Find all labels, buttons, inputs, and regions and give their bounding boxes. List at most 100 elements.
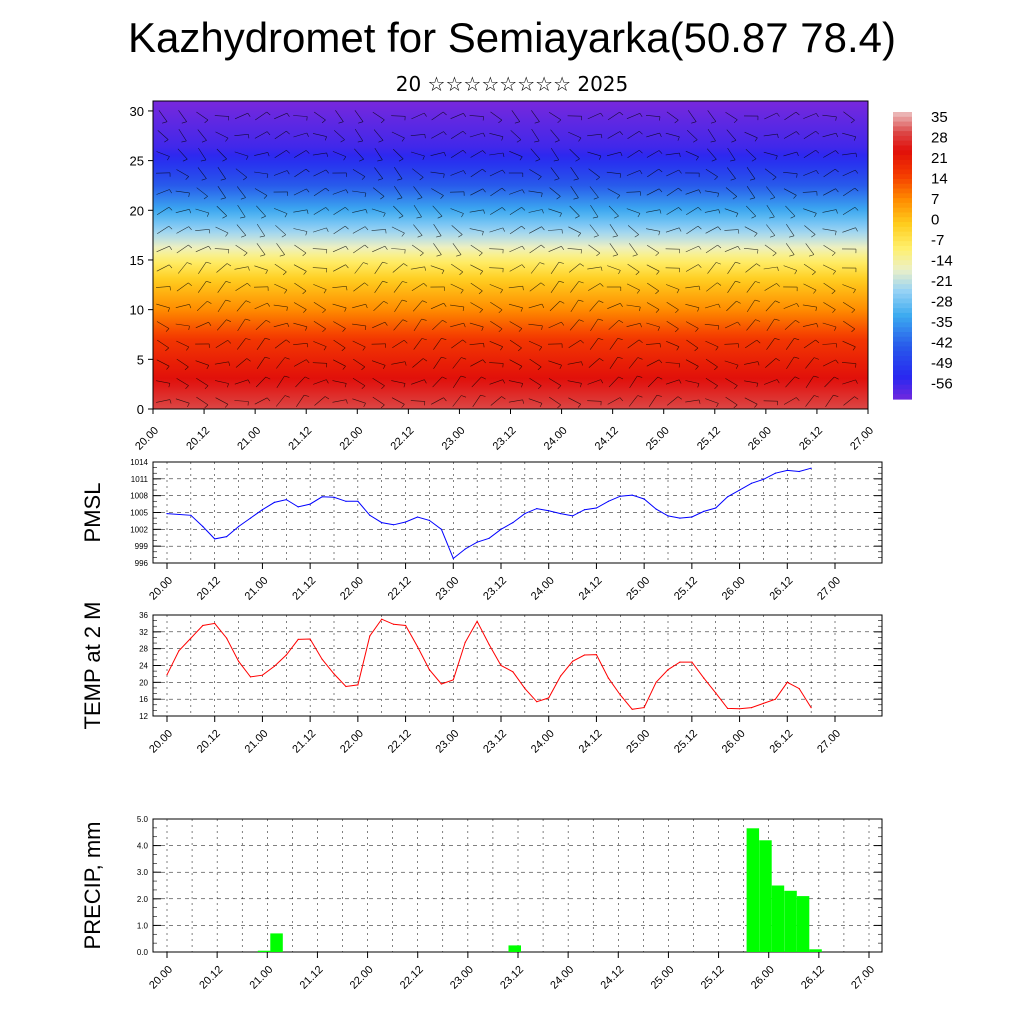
wind-barb	[785, 243, 795, 255]
wind-barb	[176, 169, 189, 177]
colorbar-label: -21	[931, 273, 953, 290]
wind-barb	[273, 322, 288, 328]
temp-x-tick-label: 24.12	[577, 728, 605, 756]
wind-barb-feather	[852, 346, 856, 351]
wind-barb	[332, 286, 347, 288]
wind-barb	[824, 376, 835, 388]
wind-barb-feather	[812, 271, 816, 276]
pmsl-point	[321, 496, 323, 498]
wind-barb	[529, 378, 542, 386]
colorbar-segment	[893, 284, 912, 290]
wind-barb	[665, 379, 680, 385]
wind-barb	[509, 207, 522, 215]
pmsl-y-tick-label: 1008	[130, 492, 148, 501]
wind-barb-feather	[247, 379, 251, 384]
wind-barb	[470, 168, 483, 178]
wind-barb	[744, 361, 758, 365]
wind-barb	[550, 147, 560, 161]
wind-barb-feather	[698, 286, 701, 291]
wind-barb	[529, 226, 542, 234]
wind-barb	[822, 322, 837, 328]
wind-barb-feather	[794, 270, 798, 275]
wind-barb	[842, 169, 856, 177]
temp-y-tick-label: 20	[139, 678, 148, 687]
wind-barb-feather	[481, 376, 486, 380]
wind-barb	[254, 131, 268, 139]
wind-barb-feather	[554, 178, 560, 181]
wind-barb	[236, 224, 247, 236]
wind-barb	[411, 244, 424, 254]
wind-barb-feather	[303, 309, 307, 313]
heatmap-x-tick-label: 27.00	[848, 425, 876, 453]
wind-barb-feather	[344, 307, 347, 312]
precip-y-tick-label: 5.0	[137, 815, 149, 824]
wind-barb-feather	[636, 289, 640, 294]
wind-barb	[234, 112, 248, 120]
heatmap-x-tick-label: 26.00	[746, 425, 774, 453]
wind-barb	[607, 265, 621, 271]
wind-barb	[528, 190, 543, 194]
precip-y-tick-label: 1.0	[137, 921, 149, 930]
wind-barb-feather	[306, 132, 309, 137]
wind-barb-feather	[714, 366, 718, 371]
temp-point	[357, 684, 359, 686]
wind-barb-feather	[718, 303, 721, 308]
pmsl-x-tick-label: 22.00	[338, 575, 366, 603]
wind-barb-feather	[521, 225, 526, 230]
wind-barb	[530, 262, 540, 274]
wind-barb	[197, 167, 207, 179]
pmsl-point	[357, 500, 359, 502]
wind-barb-feather	[539, 346, 543, 351]
wind-barb-feather	[220, 197, 226, 200]
colorbar-label: 14	[931, 171, 948, 188]
heatmap-y-tick-label: 15	[130, 253, 144, 268]
wind-barb	[705, 303, 719, 309]
wind-barb	[273, 304, 288, 308]
precip-y-axis-title: PRECIP, mm	[80, 822, 105, 950]
pmsl-point	[691, 516, 693, 518]
wind-barb	[589, 224, 599, 236]
wind-barb-feather	[286, 130, 290, 135]
wind-barb-feather	[776, 283, 780, 287]
pmsl-point	[369, 514, 371, 516]
wind-barb-feather	[716, 403, 719, 408]
wind-barb-feather	[286, 170, 290, 175]
wind-barb	[570, 281, 580, 293]
wind-barb-feather	[437, 215, 443, 219]
temp-point	[405, 624, 407, 627]
wind-barb-feather	[208, 322, 212, 326]
precip-bar	[796, 896, 810, 952]
wind-barb	[567, 361, 582, 365]
temp-point	[703, 677, 705, 679]
wind-barb-feather	[853, 136, 857, 141]
pmsl-x-tick-label: 27.00	[815, 575, 843, 603]
wind-barb	[529, 244, 542, 254]
wind-barb-feather	[345, 246, 349, 250]
wind-barb-feather	[597, 318, 604, 321]
wind-barb	[783, 131, 797, 139]
pmsl-x-tick-label: 25.12	[672, 575, 700, 603]
wind-barb	[198, 147, 207, 161]
wind-barb	[293, 228, 308, 232]
wind-barb	[470, 359, 483, 367]
wind-barb	[470, 302, 483, 310]
wind-barb	[841, 362, 857, 364]
wind-barb-feather	[265, 270, 268, 275]
colorbar-segment	[893, 346, 912, 352]
wind-barb	[489, 133, 504, 137]
pmsl-point	[261, 509, 263, 511]
wind-barb	[823, 188, 836, 196]
colorbar-segment	[893, 169, 912, 175]
temp-point	[715, 692, 717, 694]
temp-point	[739, 708, 741, 710]
wind-barb	[764, 112, 778, 120]
wind-barb	[548, 378, 562, 386]
wind-barb-feather	[835, 359, 839, 364]
wind-barb-feather	[206, 365, 210, 370]
wind-barb-feather	[833, 394, 839, 397]
wind-barb-feather	[514, 121, 520, 124]
wind-barb-feather	[222, 158, 227, 162]
wind-barb-feather	[247, 113, 251, 117]
temp-point	[643, 707, 645, 709]
wind-barb	[234, 266, 249, 270]
